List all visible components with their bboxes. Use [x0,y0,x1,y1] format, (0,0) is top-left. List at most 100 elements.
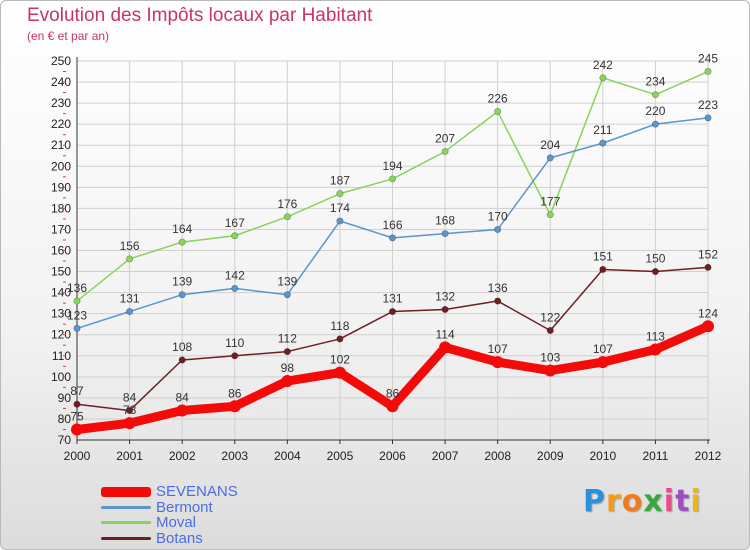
y-tick-label: 150 [51,265,71,279]
y-tick-label: 240 [51,75,71,89]
data-point-botans [494,297,502,305]
y-tick-label: 200 [51,159,71,173]
data-point-bermont [178,291,186,299]
data-point-bermont [546,154,554,162]
x-tick-label: 2000 [64,449,91,463]
data-point-sevenans [491,356,504,369]
y-tick-label: 210 [51,138,71,152]
data-label-sevenans: 84 [175,391,189,405]
data-point-botans [388,308,396,316]
legend-label: Moval [156,514,197,531]
data-label-botans: 131 [382,292,402,306]
series-lines [71,68,714,436]
y-tick-label: 110 [52,349,71,363]
data-label-sevenans: 103 [540,351,560,365]
data-label-botans: 136 [488,281,508,295]
data-label-botans: 87 [70,384,84,398]
data-point-moval [599,74,607,82]
y-tick-label: 130 [51,307,71,321]
logo-letter: P [583,484,606,519]
data-label-sevenans: 124 [698,306,718,320]
proxiti-logo: Proxiti [583,484,702,519]
data-label-botans: 108 [172,340,192,354]
logo-letter: i [690,484,702,519]
data-label-bermont: 170 [488,209,508,223]
data-point-botans [231,352,239,360]
data-point-botans [73,400,81,408]
x-tick-label: 2010 [589,449,616,463]
legend-swatch [101,521,151,524]
data-label-sevenans: 78 [123,403,137,417]
data-label-sevenans: 86 [386,386,400,400]
data-point-sevenans [649,343,662,356]
x-tick-label: 2003 [221,449,248,463]
grid-lines [76,60,709,441]
chart-subtitle: (en € et par an) [27,29,110,43]
data-point-botans [126,407,134,415]
legend-swatch [101,505,151,509]
data-point-sevenans [123,417,136,430]
y-tick-label: 230 [51,96,71,110]
data-label-bermont: 142 [225,268,245,282]
x-tick-label: 2008 [484,449,511,463]
data-point-moval [441,148,449,156]
data-label-sevenans: 107 [593,342,613,356]
x-tick-label: 2006 [379,449,406,463]
data-label-moval: 242 [593,58,613,72]
x-tick-label: 2001 [116,449,143,463]
data-label-bermont: 139 [172,275,192,289]
data-label-bermont: 204 [540,138,560,152]
data-label-botans: 118 [330,319,349,333]
logo-letter: o [621,484,644,519]
data-point-botans [178,356,186,364]
data-label-moval: 234 [645,75,665,89]
data-point-botans [599,265,607,273]
data-point-bermont [283,291,291,299]
data-point-sevenans [702,320,714,333]
data-label-botans: 122 [540,311,560,325]
y-tick-label: 250 [51,54,71,68]
data-label-bermont: 131 [120,292,140,306]
data-point-sevenans [386,400,399,413]
data-point-botans [704,263,712,271]
data-label-moval: 167 [225,216,245,230]
data-point-moval [336,190,344,198]
data-label-botans: 132 [435,289,455,303]
data-point-bermont [231,284,239,292]
data-point-botans [651,268,659,276]
data-label-bermont: 123 [67,308,87,322]
x-tick-label: 2007 [432,449,459,463]
data-label-moval: 176 [277,197,297,211]
data-point-sevenans [228,400,241,413]
data-label-moval: 187 [330,174,350,188]
y-tick-label: 170 [51,222,71,236]
data-point-sevenans [596,356,609,369]
data-point-bermont [73,324,81,332]
data-label-bermont: 166 [382,218,402,232]
data-label-sevenans: 102 [330,353,350,367]
y-tick-label: 180 [51,201,71,215]
data-label-bermont: 168 [435,214,455,228]
data-point-moval [231,232,239,240]
data-point-botans [283,348,291,356]
y-tick-label: 100 [51,370,71,384]
x-tick-label: 2002 [169,449,196,463]
data-point-sevenans [544,364,557,377]
data-point-sevenans [281,375,294,388]
data-label-bermont: 223 [698,98,718,112]
data-label-sevenans: 75 [70,409,84,423]
data-label-moval: 156 [120,239,140,253]
data-point-bermont [336,217,344,225]
legend-label: SEVENANS [156,483,238,500]
data-label-sevenans: 86 [228,386,242,400]
legend-swatch [101,536,151,540]
data-point-moval [546,211,554,219]
logo-letter: x [643,484,664,519]
data-label-sevenans: 114 [436,327,455,341]
data-label-moval: 136 [67,281,87,295]
data-label-bermont: 220 [645,104,665,118]
legend-label: Botans [156,529,203,547]
data-point-moval [651,91,659,99]
